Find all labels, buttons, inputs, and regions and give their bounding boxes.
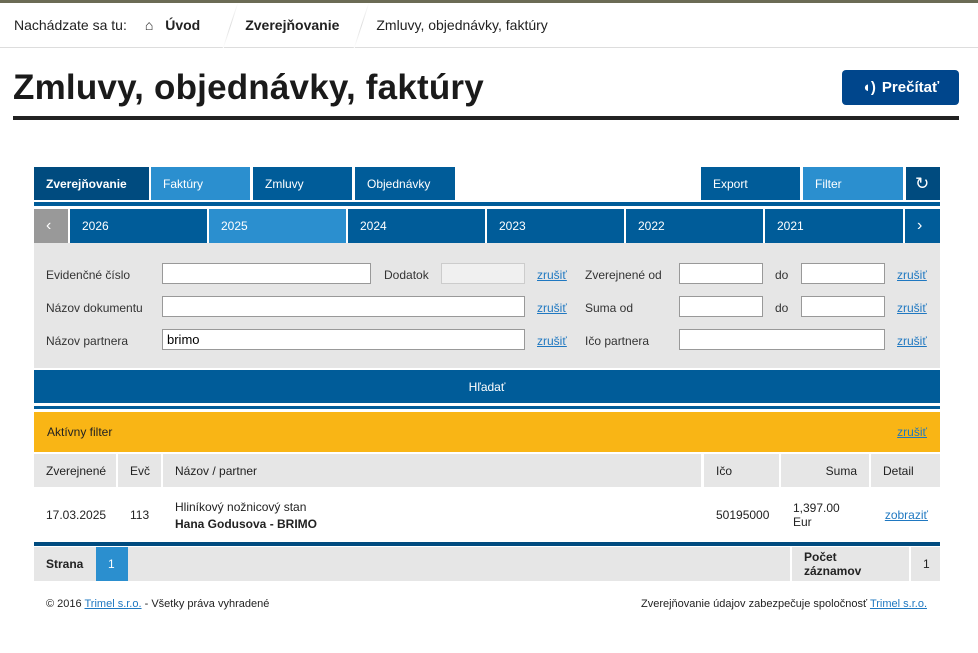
pager: [34, 547, 940, 581]
ico-partnera-input[interactable]: [679, 329, 885, 350]
home-icon: ⌂: [144, 17, 154, 33]
filter-button[interactable]: Filter: [803, 167, 903, 200]
suma-do-input[interactable]: [801, 296, 885, 317]
label-nazov-partnera: Názov partnera: [46, 334, 129, 348]
detail-link[interactable]: zobraziť: [884, 508, 928, 522]
tab-zverejnovanie[interactable]: Zverejňovanie: [34, 167, 149, 200]
next-year-button[interactable]: ›: [905, 209, 940, 243]
cell-evc: 113: [130, 508, 150, 522]
nazov-partnera-input[interactable]: [162, 329, 525, 350]
read-aloud-button[interactable]: ◖) Prečítať: [842, 70, 959, 105]
search-button[interactable]: Hľadať: [34, 370, 940, 403]
export-button[interactable]: Export: [701, 167, 800, 200]
active-filter-bar: Aktívny filter zrušiť: [34, 412, 940, 452]
tab-objednavky[interactable]: Objednávky: [355, 167, 455, 200]
divider: [34, 542, 940, 546]
clear-link[interactable]: zrušiť: [897, 334, 927, 348]
footer-left: © 2016 Trimel s.r.o. - Všetky práva vyhr…: [46, 598, 270, 610]
company-link[interactable]: Trimel s.r.o.: [869, 598, 927, 610]
breadcrumb-separator: [222, 2, 239, 48]
count-label: Počet záznamov: [790, 547, 907, 581]
dodatok-input[interactable]: [441, 263, 525, 284]
breadcrumb-separator: [354, 2, 370, 48]
refresh-icon[interactable]: ↻: [906, 167, 940, 200]
clear-link[interactable]: zrušiť: [897, 268, 927, 282]
document-name: Hliníkový nožnicový stan: [175, 499, 307, 514]
breadcrumb-home[interactable]: ⌂ Úvod: [144, 17, 201, 33]
suma-od-input[interactable]: [679, 296, 763, 317]
col-evc: Evč: [118, 454, 161, 487]
zverejnene-do-input[interactable]: [801, 263, 885, 284]
label-nazov-dokumentu: Názov dokumentu: [46, 301, 143, 315]
breadcrumb-prefix: Nachádzate sa tu:: [14, 17, 127, 33]
label-evidencne-cislo: Evidenčné číslo: [46, 268, 131, 282]
title-rule: [13, 116, 959, 120]
clear-link[interactable]: zrušiť: [897, 301, 927, 315]
top-strip: [0, 0, 978, 3]
divider: [34, 406, 940, 409]
footer-right: Zverejňovanie údajov zabezpečuje spoločn…: [640, 598, 927, 610]
cell-suma: 1,397.00 Eur: [793, 501, 840, 529]
col-nazov: Názov / partner: [163, 454, 701, 487]
label-zverejnene-od: Zverejnené od: [585, 268, 662, 282]
breadcrumb: Nachádzate sa tu: ⌂ Úvod Zverejňovanie Z…: [0, 2, 978, 48]
pager-label: Strana: [34, 547, 96, 581]
label-suma-od: Suma od: [585, 301, 634, 315]
clear-link[interactable]: zrušiť: [537, 268, 567, 282]
page-title: Zmluvy, objednávky, faktúry: [13, 68, 484, 107]
divider: [34, 202, 940, 206]
company-link[interactable]: Trimel s.r.o.: [84, 598, 142, 610]
year-2023[interactable]: 2023: [487, 209, 624, 243]
year-2025[interactable]: 2025: [209, 209, 346, 243]
clear-link[interactable]: zrušiť: [537, 334, 567, 348]
evidencne-cislo-input[interactable]: [162, 263, 371, 284]
page-1-button[interactable]: 1: [96, 547, 128, 581]
cell-ico: 50195000: [716, 508, 770, 522]
year-2021[interactable]: 2021: [765, 209, 903, 243]
label-do: do: [775, 301, 789, 315]
partner-name: Hana Godusova - BRIMO: [175, 516, 318, 531]
nazov-dokumentu-input[interactable]: [162, 296, 525, 317]
zverejnene-od-input[interactable]: [679, 263, 763, 284]
breadcrumb-current: Zmluvy, objednávky, faktúry: [376, 17, 548, 33]
label-do: do: [775, 268, 789, 282]
year-2026[interactable]: 2026: [70, 209, 207, 243]
speaker-icon: ◖): [861, 79, 876, 96]
tab-zmluvy[interactable]: Zmluvy: [253, 167, 352, 200]
cell-name: Hliníkový nožnicový stan Hana Godusova -…: [163, 488, 329, 542]
label-ico-partnera: Ičo partnera: [585, 334, 650, 348]
col-detail: Detail: [871, 454, 940, 487]
clear-link[interactable]: zrušiť: [537, 301, 567, 315]
clear-active-filter-link[interactable]: zrušiť: [897, 425, 927, 439]
year-2024[interactable]: 2024: [348, 209, 485, 243]
prev-year-button[interactable]: ‹: [34, 209, 68, 243]
count-value: 1: [909, 547, 940, 581]
col-suma: Suma: [781, 454, 869, 487]
col-zverejnene: Zverejnené: [34, 454, 116, 487]
active-filter-label: Aktívny filter: [47, 425, 113, 439]
year-2022[interactable]: 2022: [626, 209, 763, 243]
tab-faktury[interactable]: Faktúry: [151, 167, 250, 200]
breadcrumb-section[interactable]: Zverejňovanie: [245, 17, 340, 33]
cell-date: 17.03.2025: [46, 508, 107, 522]
label-dodatok: Dodatok: [384, 268, 429, 282]
col-ico: Ičo: [704, 454, 779, 487]
